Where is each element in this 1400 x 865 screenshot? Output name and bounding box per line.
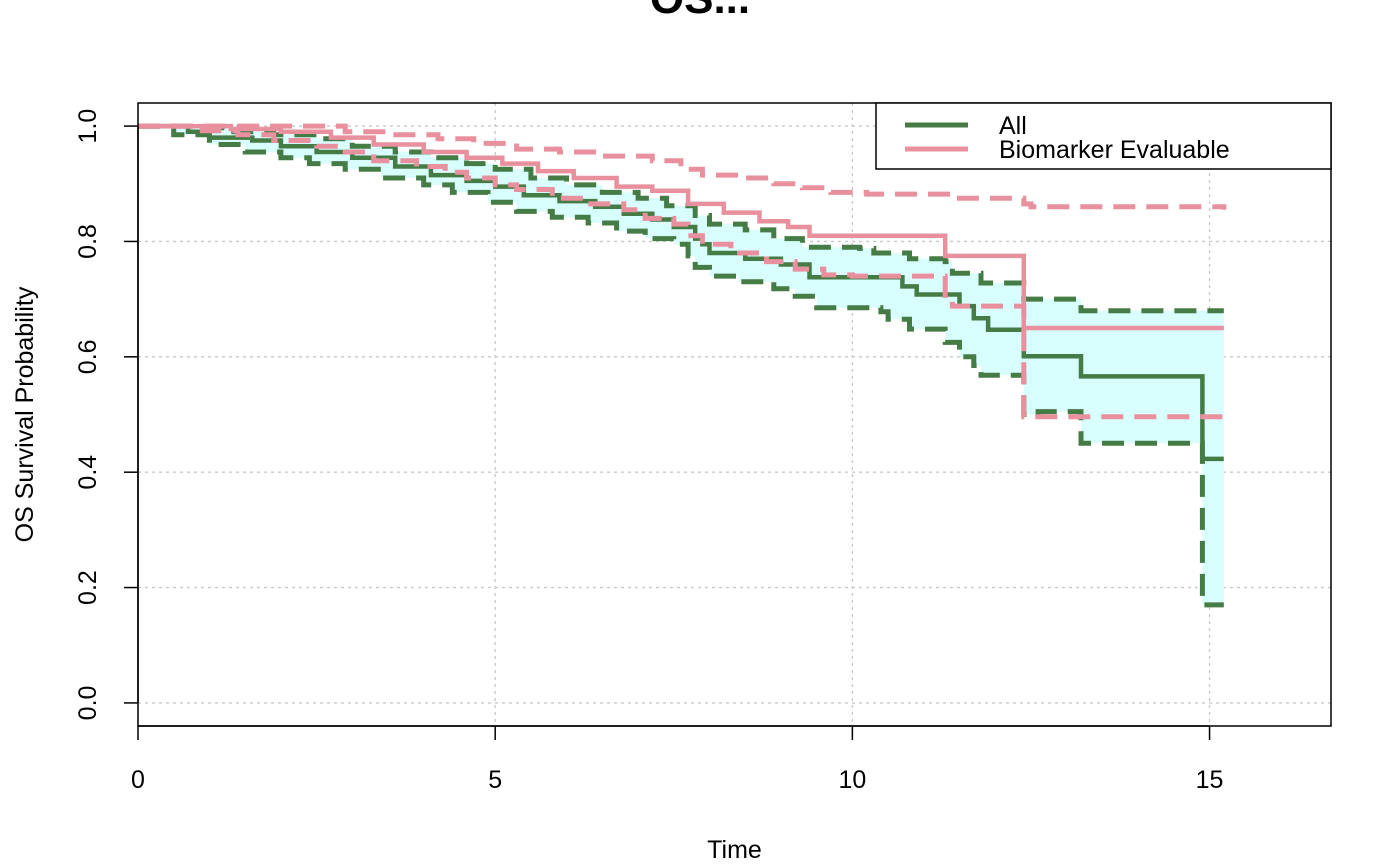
legend-label-biomarker-evaluable: Biomarker Evaluable	[999, 136, 1230, 164]
x-axis-label: Time	[707, 836, 762, 864]
series-layer	[138, 123, 1227, 608]
legend-box	[875, 102, 1332, 170]
grid-layer	[137, 103, 1331, 726]
series-all-line	[138, 123, 1224, 462]
x-tick-label: 15	[1196, 766, 1224, 794]
confidence-band-layer	[138, 126, 1224, 605]
y-tick-label: 0.0	[74, 686, 102, 721]
series-all-lower-ci	[138, 123, 1224, 608]
axis-layer: 0 5 10 15 0.0 0.2 0.4 0.6 0.8 1.0	[74, 109, 1223, 794]
chart-title: OS...	[0, 0, 1400, 24]
series-biomarker-evaluable-line	[138, 123, 1224, 331]
y-tick-label: 0.4	[74, 455, 102, 490]
x-tick-label: 0	[131, 766, 145, 794]
y-tick-label: 0.8	[74, 224, 102, 259]
series-all-upper-ci	[138, 123, 1224, 314]
x-tick-label: 5	[488, 766, 502, 794]
legend-label-all: All	[999, 112, 1027, 140]
series-biomarker-evaluable-lower-ci	[138, 123, 1224, 420]
y-tick-label: 0.2	[74, 570, 102, 605]
y-tick-label: 1.0	[74, 109, 102, 144]
confidence-band-all	[138, 126, 1224, 605]
y-tick-label: 0.6	[74, 339, 102, 374]
x-tick-label: 10	[838, 766, 866, 794]
y-axis-label: OS Survival Probability	[11, 286, 39, 542]
series-biomarker-evaluable-upper-ci	[138, 123, 1227, 210]
